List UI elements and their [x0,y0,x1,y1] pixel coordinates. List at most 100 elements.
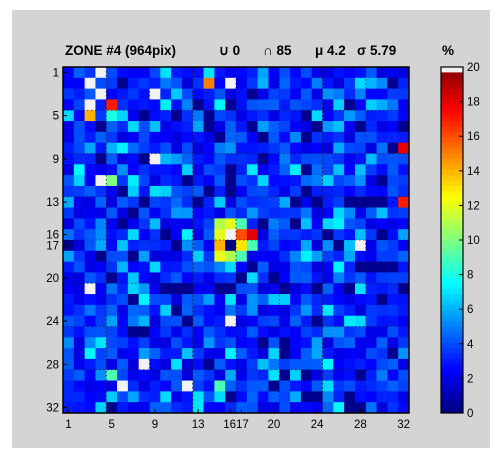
heatmap-cell [149,229,161,241]
heatmap-cell [387,218,399,230]
heatmap-cell [192,77,204,89]
heatmap-cell [73,99,85,111]
colorbar-step [441,310,463,317]
heatmap-cell [279,67,291,79]
heatmap-cell [84,142,96,154]
heatmap-cell [365,175,377,187]
heatmap-cell [322,391,334,403]
heatmap-cell [322,240,334,252]
heatmap-cell [333,218,345,230]
heatmap-cell [117,369,129,381]
heatmap-cell [192,67,204,79]
heatmap-cell [160,175,172,187]
heatmap-cell [300,185,312,198]
heatmap-cell [95,250,107,262]
heatmap-cell [322,175,334,187]
colorbar-step [441,180,463,187]
heatmap-cell [171,391,183,403]
heatmap-cell [290,131,302,143]
heatmap-cell [117,207,129,219]
heatmap-cell [290,348,302,360]
heatmap-cell [149,283,161,295]
colorbar-tick-label: 20 [467,62,480,74]
heatmap-cell [344,272,356,284]
colorbar-step [441,104,463,111]
heatmap-cell [73,358,85,371]
heatmap-cell [333,315,345,327]
heatmap-cell [344,358,356,371]
colorbar-ticks: 0 2 4 6 8 10 12 14 16 18 20 [459,62,480,420]
heatmap-cell [376,240,388,252]
heatmap-cell [300,218,312,230]
heatmap-cell [117,272,129,284]
heatmap-cell [203,185,215,198]
heatmap-cell [257,142,269,154]
heatmap-cell [73,153,85,165]
heatmap-cell [63,229,75,241]
heatmap-cell [300,261,312,273]
heatmap-cell [138,358,150,371]
colorbar-step [441,137,463,144]
heatmap-cell [84,164,96,176]
heatmap-cell [387,99,399,111]
heatmap-cell [127,294,139,306]
heatmap-cell [63,131,75,143]
heatmap-cell [106,67,118,79]
heatmap-cell [127,207,139,219]
heatmap-cell [246,348,258,360]
heatmap-cell [95,218,107,230]
heatmap-cell [149,294,161,306]
heatmap-cell [181,294,194,306]
heatmap-cell [257,261,269,273]
heatmap-cell [149,380,161,392]
heatmap-cell [300,131,312,143]
heatmap-cell [117,380,129,392]
heatmap-cell [246,304,258,316]
heatmap-cell [354,250,367,262]
heatmap-cell [95,283,107,295]
heatmap-cell [214,142,226,154]
heatmap-cell [268,380,280,392]
colorbar-step [441,337,463,344]
heatmap-cell [127,121,139,133]
heatmap-cell [333,77,345,89]
heatmap-cell [117,337,129,349]
heatmap-cell [268,326,280,338]
heatmap-cell [322,304,334,316]
heatmap-cell [117,131,129,143]
heatmap-cell [149,348,161,360]
heatmap-cell [322,261,334,273]
heatmap-cell [127,315,139,327]
heatmap-cell [84,272,96,284]
heatmap-cell [138,153,150,165]
heatmap-cell [171,315,183,327]
heatmap-cell [63,369,75,381]
heatmap-cell [160,99,172,111]
heatmap-cell [387,402,399,414]
heatmap-cell [387,304,399,316]
heatmap-cell [73,240,85,252]
heatmap-cell [117,142,129,154]
heatmap-cell [95,229,107,241]
heatmap-cell [73,326,85,338]
heatmap-cell [344,337,356,349]
heatmap-cell [73,348,85,360]
heatmap-cell [203,218,215,230]
heatmap-cell [214,261,226,273]
heatmap-cell [300,196,312,208]
heatmap-cell [214,88,226,100]
heatmap-cell [300,391,312,403]
heatmap-cell [333,110,345,122]
heatmap-cell [322,88,334,100]
heatmap-cell [387,380,399,392]
heatmap-cell [84,315,96,327]
heatmap-cell [214,164,226,176]
heatmap-cell [63,67,75,79]
heatmap-cell [225,185,237,198]
heatmap-cell [387,391,399,403]
heatmap-cell [398,196,410,208]
heatmap-cell [171,88,183,100]
heatmap-cell [387,326,399,338]
heatmap-cell [290,164,302,176]
heatmap-cell [279,283,291,295]
